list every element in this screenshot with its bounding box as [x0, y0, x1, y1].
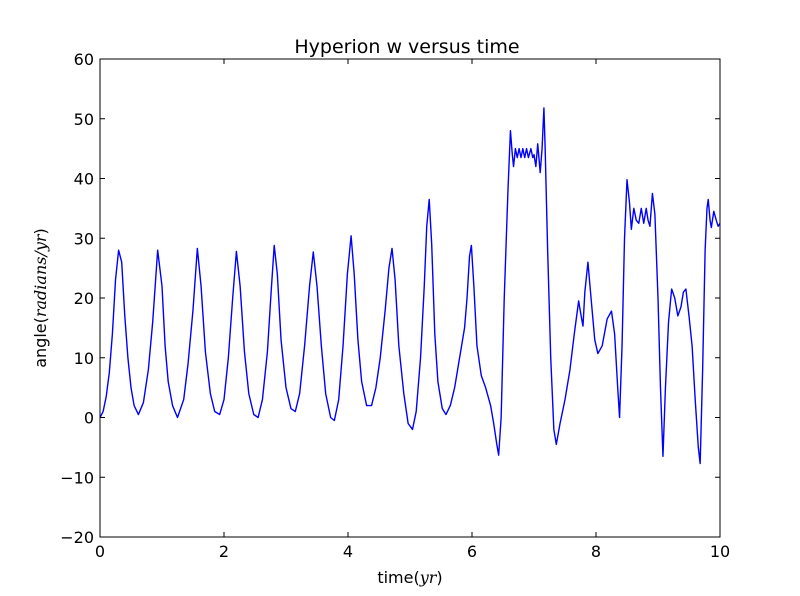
y-tick-label: −20: [60, 528, 94, 547]
series-line: [100, 107, 720, 465]
y-tick-label: 10: [74, 349, 94, 368]
y-tick-label: 60: [74, 50, 94, 69]
y-axis-label: angle(radians/yr): [31, 228, 50, 368]
plot-area-frame: [99, 58, 721, 538]
x-tick-label: 0: [95, 542, 105, 561]
x-tick-label: 4: [343, 542, 353, 561]
x-tick-label: 6: [467, 542, 477, 561]
y-tick-label: 50: [74, 110, 94, 129]
y-tick-label: 20: [74, 289, 94, 308]
axis-ticks: 0 2 4 6 8 10 −20 −10 0 10 20 30 40 50 60: [60, 50, 730, 561]
y-tick-label: 0: [84, 409, 94, 428]
y-tick-label: 40: [74, 170, 94, 189]
x-tick-label: 10: [710, 542, 730, 561]
x-axis-label: time(yr): [377, 568, 442, 587]
y-tick-label: 30: [74, 229, 94, 248]
x-tick-label: 8: [591, 542, 601, 561]
x-tick-label: 2: [219, 542, 229, 561]
chart-title: Hyperion w versus time: [294, 36, 519, 58]
y-tick-label: −10: [60, 468, 94, 487]
